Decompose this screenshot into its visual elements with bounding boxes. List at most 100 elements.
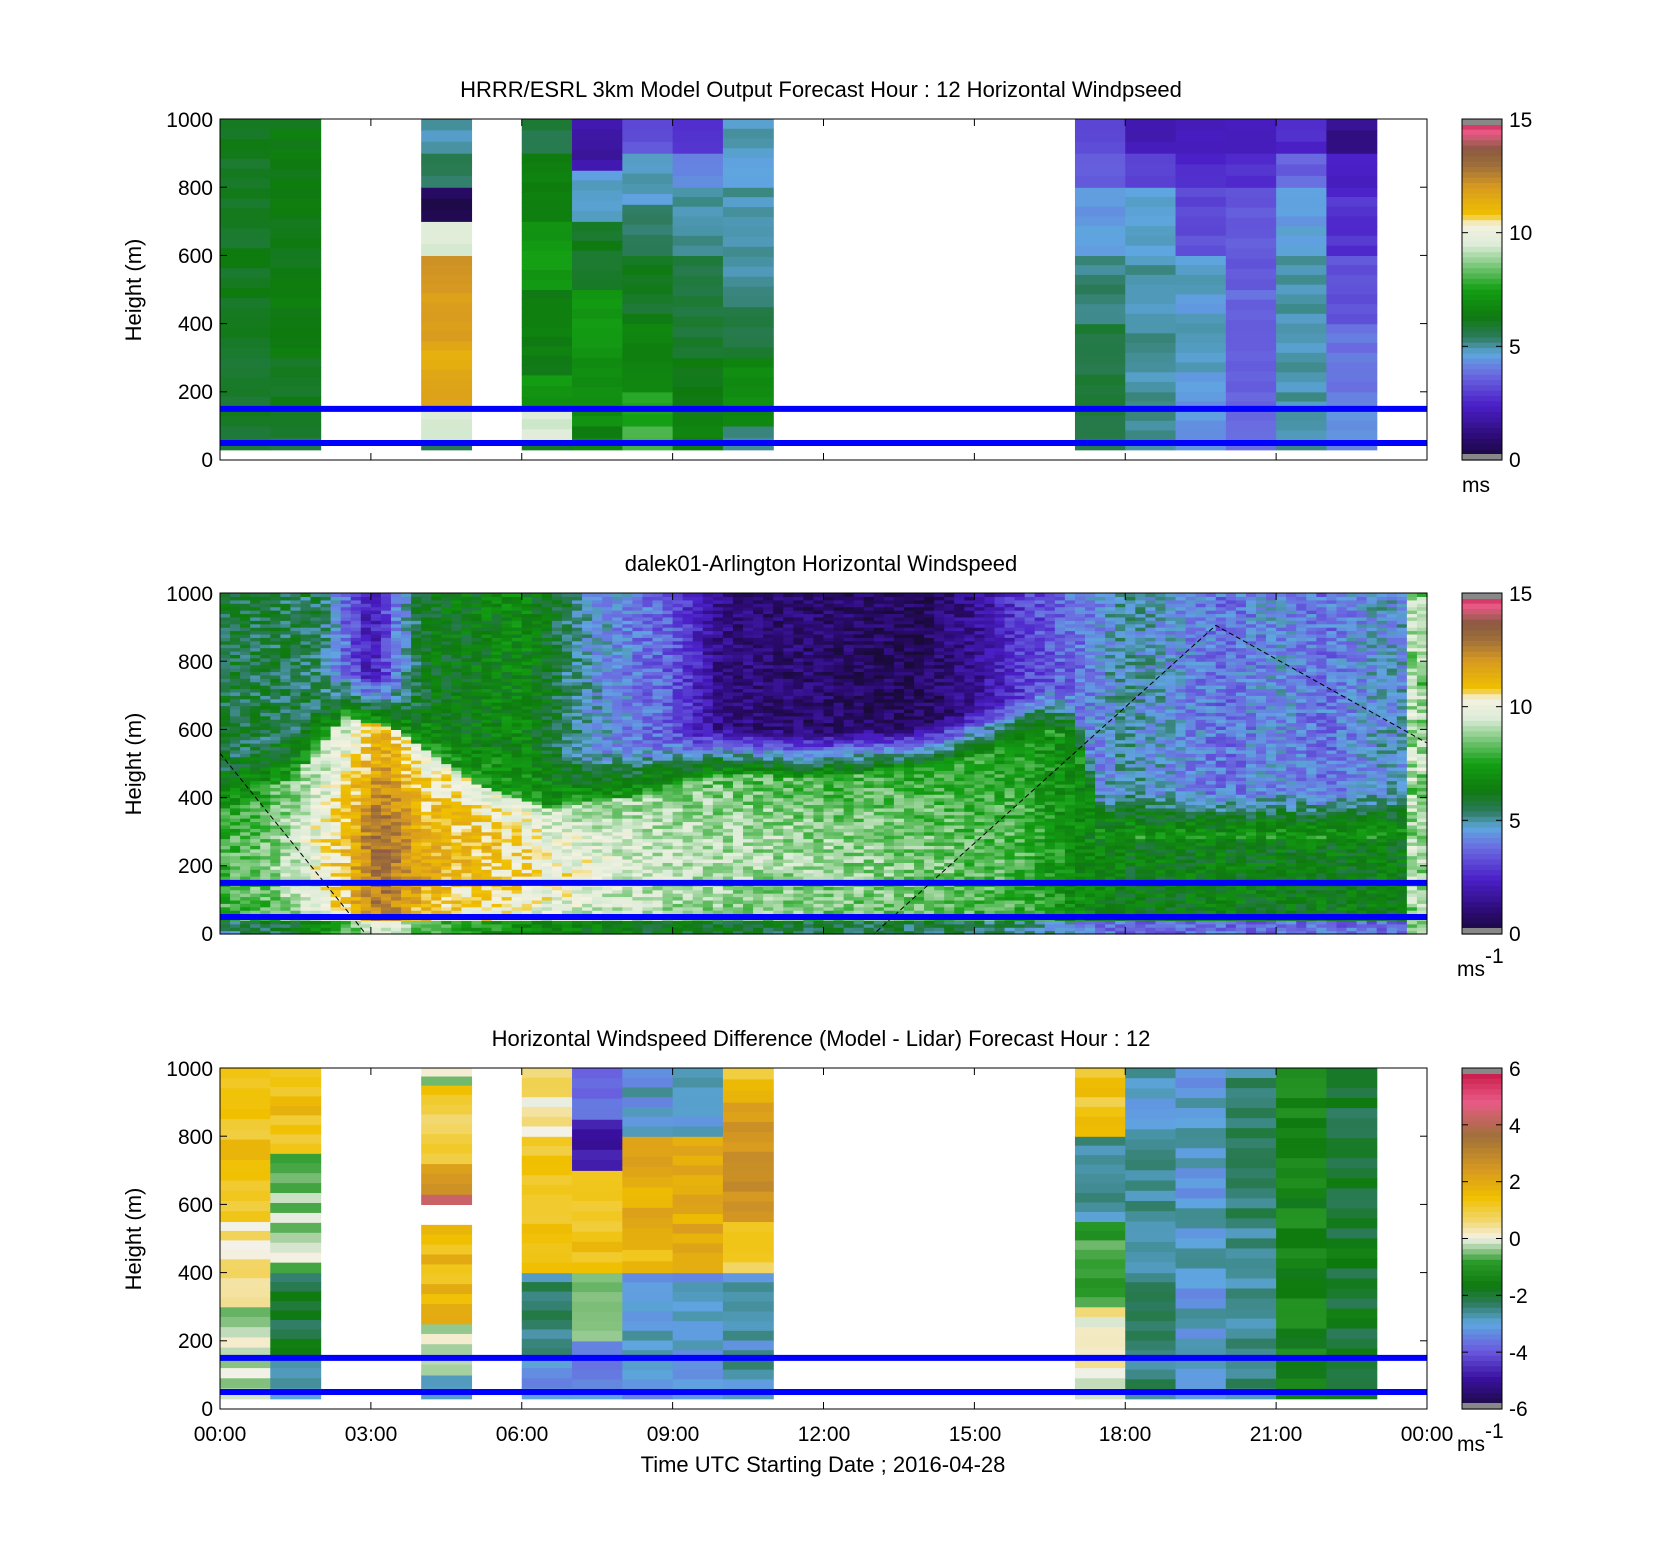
heatmap-cell xyxy=(572,910,583,915)
heatmap-cell xyxy=(220,889,231,894)
heatmap-cell xyxy=(350,613,362,618)
heatmap-cell xyxy=(491,671,503,676)
heatmap-cell xyxy=(541,715,553,720)
heatmap-cell xyxy=(441,610,452,615)
heatmap-cell xyxy=(521,647,533,652)
heatmap-cell xyxy=(360,657,372,662)
heatmap-cell xyxy=(672,196,724,208)
heatmap-cell xyxy=(280,681,292,686)
heatmap-cell xyxy=(280,903,292,908)
heatmap-cell xyxy=(461,794,473,799)
heatmap-cell xyxy=(431,647,442,652)
heatmap-cell xyxy=(431,616,442,621)
heatmap-cell xyxy=(431,807,442,812)
heatmap-cell xyxy=(572,279,623,291)
heatmap-cell xyxy=(310,674,322,679)
heatmap-cell xyxy=(471,896,483,901)
heatmap-cell xyxy=(390,627,402,632)
heatmap-cell xyxy=(521,821,533,826)
heatmap-cell xyxy=(431,756,442,761)
heatmap-cell xyxy=(330,610,342,615)
heatmap-cell xyxy=(582,654,593,659)
heatmap-cell xyxy=(340,674,352,679)
heatmap-cell xyxy=(582,794,593,799)
heatmap-cell xyxy=(370,719,382,724)
heatmap-cell xyxy=(360,725,372,730)
heatmap-cell xyxy=(642,794,654,799)
heatmap-cell xyxy=(411,777,422,782)
heatmap-cell xyxy=(360,821,372,826)
heatmap-cell xyxy=(481,664,493,669)
panel-model-ticks xyxy=(219,118,1428,461)
heatmap-cell xyxy=(431,841,442,846)
heatmap-cell xyxy=(521,910,533,915)
heatmap-cell xyxy=(250,920,261,925)
heatmap-cell xyxy=(481,691,493,696)
heatmap-cell xyxy=(380,903,392,908)
heatmap-cell xyxy=(501,899,513,904)
heatmap-cell xyxy=(421,671,432,676)
heatmap-cell xyxy=(642,688,654,693)
heatmap-cell xyxy=(270,688,281,693)
heatmap-cell xyxy=(461,770,473,775)
heatmap-cell xyxy=(401,848,412,853)
heatmap-cell xyxy=(632,760,644,765)
heatmap-cell xyxy=(290,773,302,778)
heatmap-cell xyxy=(421,379,473,390)
heatmap-cell xyxy=(672,316,724,328)
heatmap-cell xyxy=(1225,430,1277,441)
heatmap-cell xyxy=(310,630,322,635)
heatmap-cell xyxy=(501,702,513,707)
heatmap-cell xyxy=(461,671,473,676)
heatmap-cell xyxy=(491,855,503,860)
heatmap-cell xyxy=(1326,352,1378,364)
heatmap-cell xyxy=(360,760,372,765)
heatmap-cell xyxy=(250,725,261,730)
heatmap-cell xyxy=(511,783,523,788)
heatmap-cell xyxy=(230,674,241,679)
heatmap-cell xyxy=(572,756,583,761)
heatmap-cell xyxy=(1125,372,1177,383)
heatmap-cell xyxy=(451,770,462,775)
heatmap-cell xyxy=(632,804,644,809)
heatmap-cell xyxy=(561,756,573,761)
heatmap-cell xyxy=(421,729,432,734)
heatmap-cell xyxy=(220,763,231,768)
heatmap-cell xyxy=(481,766,493,771)
heatmap-cell xyxy=(421,828,432,833)
heatmap-cell xyxy=(1276,333,1328,344)
heatmap-cell xyxy=(1276,216,1328,227)
heatmap-cell xyxy=(340,596,352,601)
heatmap-cell xyxy=(622,722,633,727)
heatmap-cell xyxy=(642,766,654,771)
heatmap-cell xyxy=(280,787,292,792)
heatmap-cell xyxy=(390,838,402,843)
heatmap-cell xyxy=(541,596,553,601)
heatmap-cell xyxy=(330,668,342,673)
heatmap-cell xyxy=(481,753,493,758)
heatmap-cell xyxy=(411,831,422,836)
heatmap-cell xyxy=(320,620,332,625)
heatmap-cell xyxy=(501,654,513,659)
heatmap-cell xyxy=(531,763,543,768)
heatmap-cell xyxy=(501,835,513,840)
heatmap-cell xyxy=(270,644,281,649)
heatmap-cell xyxy=(350,814,362,819)
heatmap-cell xyxy=(290,739,302,744)
heatmap-cell xyxy=(340,869,352,874)
heatmap-cell xyxy=(320,906,332,911)
heatmap-cell xyxy=(652,749,664,754)
heatmap-cell xyxy=(300,749,312,754)
heatmap-cell xyxy=(511,824,523,829)
heatmap-cell xyxy=(421,321,473,332)
heatmap-cell xyxy=(491,616,503,621)
heatmap-cell xyxy=(652,821,664,826)
heatmap-cell xyxy=(370,620,382,625)
heatmap-cell xyxy=(260,777,271,782)
heatmap-cell xyxy=(551,616,563,621)
heatmap-cell xyxy=(612,606,623,611)
heatmap-cell xyxy=(541,893,553,898)
heatmap-cell xyxy=(501,903,513,908)
heatmap-cell xyxy=(360,671,372,676)
heatmap-cell xyxy=(481,777,493,782)
